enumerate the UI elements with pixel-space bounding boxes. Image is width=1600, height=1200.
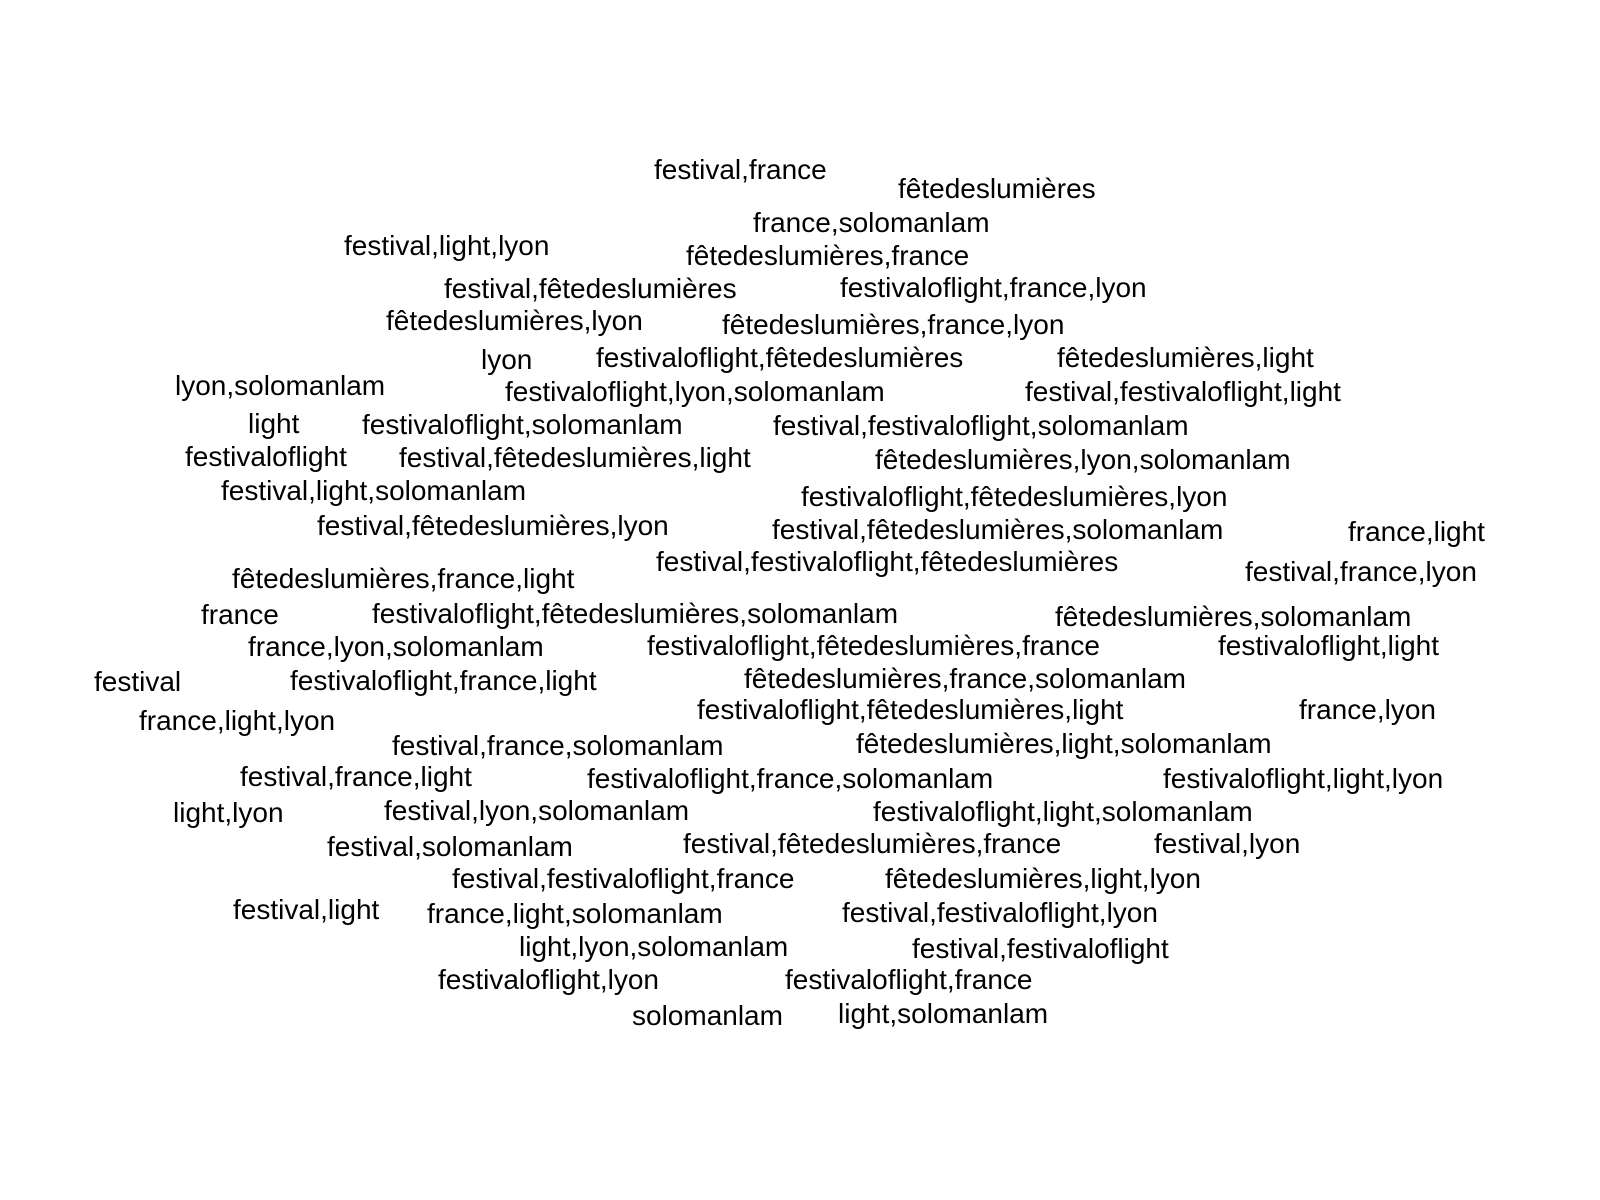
word: festivaloflight,fêtedeslumières,solomanl… xyxy=(372,598,899,629)
word: festival,france,lyon xyxy=(1245,556,1477,587)
word: france,light,lyon xyxy=(139,705,336,736)
word: fêtedeslumières,lyon,solomanlam xyxy=(875,444,1291,475)
word: festivaloflight,france xyxy=(785,964,1033,995)
word: fêtedeslumières,france,solomanlam xyxy=(744,663,1186,694)
word: festivaloflight,fêtedeslumières,lyon xyxy=(801,481,1228,512)
word: solomanlam xyxy=(632,1000,783,1031)
word: festival,fêtedeslumières,lyon xyxy=(317,510,669,541)
word: festivaloflight,lyon xyxy=(438,964,660,995)
word: france,light,solomanlam xyxy=(427,898,723,929)
word: festival,festivaloflight,lyon xyxy=(842,897,1158,928)
word: festivaloflight,france,light xyxy=(290,665,597,696)
word: festival,fêtedeslumières,solomanlam xyxy=(772,514,1224,545)
word: festival,festivaloflight xyxy=(912,933,1169,964)
word: festivaloflight,solomanlam xyxy=(362,409,683,440)
word: festivaloflight,light xyxy=(1218,630,1440,661)
word: fêtedeslumières xyxy=(898,173,1096,204)
word: festival,fêtedeslumières,light xyxy=(399,442,751,473)
word: fêtedeslumières,france,light xyxy=(232,563,575,594)
word: light,lyon,solomanlam xyxy=(519,931,789,962)
word: festivaloflight,france,solomanlam xyxy=(587,763,994,794)
word: festival,festivaloflight,solomanlam xyxy=(773,410,1189,441)
word: lyon,solomanlam xyxy=(175,370,386,401)
word: festival,light,lyon xyxy=(344,230,550,261)
word: festival,light xyxy=(233,894,380,925)
word: festival,festivaloflight,fêtedeslumières xyxy=(656,546,1119,577)
word: fêtedeslumières,france xyxy=(686,240,970,271)
word: festivaloflight,light,solomanlam xyxy=(873,796,1253,827)
word: fêtedeslumières,light,solomanlam xyxy=(856,728,1272,759)
word: festival,light,solomanlam xyxy=(221,475,527,506)
word: france,lyon,solomanlam xyxy=(248,631,544,662)
word: fêtedeslumières,lyon xyxy=(386,305,643,336)
word: festivaloflight,fêtedeslumières,france xyxy=(647,630,1100,661)
word: festivaloflight,fêtedeslumières,light xyxy=(697,694,1124,725)
word: fêtedeslumières,light xyxy=(1057,342,1314,373)
word: france,light xyxy=(1348,516,1485,547)
word: festival,festivaloflight,france xyxy=(452,863,795,894)
word: fêtedeslumières,france,lyon xyxy=(722,309,1065,340)
word: france xyxy=(201,599,279,630)
word: festival,france,light xyxy=(240,761,472,792)
word: lyon xyxy=(481,344,533,375)
word: fêtedeslumières,solomanlam xyxy=(1055,601,1412,632)
word: light,solomanlam xyxy=(838,998,1049,1029)
word: festivaloflight xyxy=(185,441,347,472)
word: festival xyxy=(94,666,182,697)
word: light,lyon xyxy=(173,797,284,828)
word: france,lyon xyxy=(1299,694,1436,725)
word: festival,fêtedeslumières,france xyxy=(683,828,1062,859)
word: festival,solomanlam xyxy=(327,831,573,862)
word: france,solomanlam xyxy=(753,207,990,238)
word: festivaloflight,fêtedeslumières xyxy=(596,342,964,373)
word: festival,fêtedeslumières xyxy=(444,273,737,304)
word: festivaloflight,lyon,solomanlam xyxy=(505,376,885,407)
word: fêtedeslumières,light,lyon xyxy=(885,863,1201,894)
word: light xyxy=(248,408,300,439)
word: festival,france xyxy=(654,154,827,185)
word: festival,france,solomanlam xyxy=(392,730,724,761)
word: festival,lyon xyxy=(1154,828,1301,859)
word: festival,lyon,solomanlam xyxy=(384,795,690,826)
word: festivaloflight,light,lyon xyxy=(1163,763,1444,794)
word: festival,festivaloflight,light xyxy=(1025,376,1341,407)
word: festivaloflight,france,lyon xyxy=(840,272,1147,303)
